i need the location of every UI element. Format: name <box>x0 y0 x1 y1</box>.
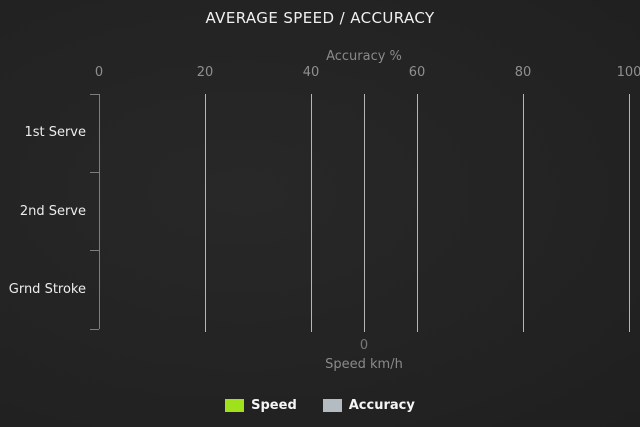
legend-label: Accuracy <box>348 398 415 413</box>
accuracy-gridline <box>416 94 418 332</box>
top-axis-title: Accuracy % <box>326 49 402 64</box>
y-axis-tick <box>90 250 99 252</box>
y-axis-line <box>99 94 100 329</box>
y-axis-tick <box>90 93 99 95</box>
top-axis-tick-label: 100 <box>616 65 640 80</box>
y-axis-tick <box>90 328 99 330</box>
accuracy-gridline <box>204 94 206 332</box>
bottom-axis-tick-label: 0 <box>359 338 369 353</box>
chart-title: AVERAGE SPEED / ACCURACY <box>205 9 435 27</box>
accuracy-swatch-icon <box>322 399 342 412</box>
top-axis-tick-label: 40 <box>302 65 320 80</box>
legend-item-speed[interactable]: Speed <box>225 398 297 413</box>
speed-swatch-icon <box>225 399 245 412</box>
speed-zero-gridline <box>363 94 365 332</box>
y-axis-tick <box>90 171 99 173</box>
accuracy-gridline <box>310 94 312 332</box>
top-axis-tick-label: 60 <box>408 65 426 80</box>
category-label: 1st Serve <box>24 125 86 141</box>
legend-label: Speed <box>251 398 297 413</box>
accuracy-gridline <box>628 94 630 332</box>
category-label: Grnd Stroke <box>8 281 86 297</box>
bottom-axis-title: Speed km/h <box>325 357 403 372</box>
top-axis-tick-label: 0 <box>94 65 104 80</box>
accuracy-gridline <box>522 94 524 332</box>
legend-item-accuracy[interactable]: Accuracy <box>322 398 415 413</box>
top-axis-tick-label: 80 <box>514 65 532 80</box>
category-label: 2nd Serve <box>19 203 86 219</box>
legend: Speed Accuracy <box>0 398 640 413</box>
top-axis-tick-label: 20 <box>196 65 214 80</box>
